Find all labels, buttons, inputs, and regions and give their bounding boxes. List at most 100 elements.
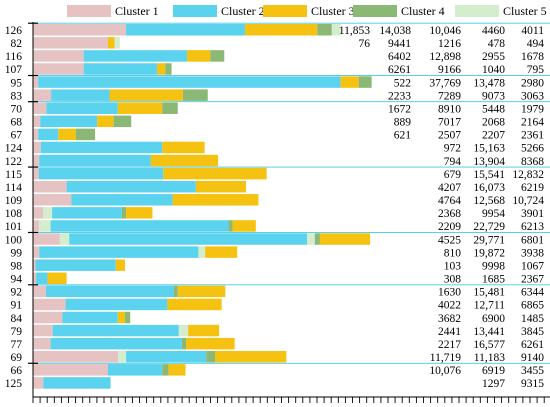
bar-segment	[59, 233, 70, 245]
value-label: 15,481	[473, 287, 505, 299]
value-label: 3938	[521, 247, 544, 259]
value-label: 4022	[438, 300, 461, 312]
value-label: 889	[394, 117, 412, 129]
value-label: 9998	[482, 260, 505, 272]
value-label: 9073	[482, 90, 505, 102]
bar-segment	[126, 351, 207, 363]
bar-segment	[157, 63, 166, 75]
bar-segment	[168, 364, 186, 376]
value-label: 679	[444, 169, 462, 181]
value-label: 4525	[438, 234, 461, 246]
bar-segment	[331, 24, 341, 36]
bar-segment	[33, 154, 40, 167]
bar-segment	[51, 89, 110, 101]
value-label: 9140	[521, 352, 544, 364]
value-label: 13,904	[473, 156, 505, 168]
bar-segment	[33, 50, 84, 62]
bar-segment	[33, 364, 108, 376]
bar-segment	[114, 37, 120, 49]
bar-segment	[33, 351, 119, 363]
value-label: 16,073	[473, 182, 505, 194]
value-labels: 11,853 14,038 10,046 4460 4011 76 9441 1216 478 4…	[339, 25, 544, 390]
row-label: 79	[11, 326, 23, 338]
value-label: 22,729	[473, 221, 505, 233]
value-label: 9441	[388, 38, 411, 50]
bar-segment	[33, 37, 108, 49]
row-label: 107	[5, 64, 23, 76]
value-label: 494	[527, 38, 545, 50]
value-label: 2217	[438, 339, 461, 351]
value-label: 2209	[438, 221, 461, 233]
bar-segment	[188, 324, 220, 337]
bar-segment	[244, 24, 318, 36]
bar-segment	[97, 115, 114, 128]
row-label: 77	[11, 339, 23, 351]
bar-segment	[58, 128, 76, 141]
value-label: 1485	[521, 313, 544, 325]
bar-segment	[38, 76, 341, 88]
bar-segment	[33, 194, 72, 206]
value-label: 15,163	[473, 143, 505, 155]
bar-segment	[117, 311, 126, 324]
value-label: 1685	[482, 274, 505, 286]
value-label: 2368	[438, 208, 461, 220]
value-label: 5266	[521, 143, 544, 155]
bar-segment	[33, 24, 127, 36]
value-label: 4460	[482, 25, 505, 37]
value-label: 2164	[521, 117, 544, 129]
row-label: 95	[11, 77, 23, 89]
row-label: 124	[5, 143, 23, 155]
bar-segment	[232, 220, 256, 232]
bar-segment	[33, 220, 40, 232]
value-label: 6219	[521, 182, 544, 194]
bar-segment	[319, 233, 371, 245]
row-label: 99	[11, 247, 23, 259]
value-label: 794	[444, 156, 462, 168]
value-label: 2361	[521, 130, 544, 142]
value-label: 29,771	[473, 234, 505, 246]
bar-segment	[33, 180, 67, 193]
value-label: 10,046	[429, 25, 461, 37]
value-label: 6900	[482, 313, 505, 325]
bar-segment	[43, 207, 53, 219]
value-label: 308	[444, 274, 462, 286]
bar-segment	[39, 154, 151, 167]
row-label: 116	[5, 51, 22, 63]
bar-segment	[182, 89, 208, 101]
bar-segment	[43, 377, 111, 389]
value-label: 2233	[388, 90, 411, 102]
bar-segment	[187, 50, 211, 62]
bar-segment	[307, 233, 315, 245]
row-label: 100	[5, 234, 23, 246]
bar-segment	[33, 259, 36, 271]
bar-segment	[39, 246, 199, 258]
bar-segment	[181, 337, 187, 350]
value-label: 1678	[521, 51, 544, 63]
value-label: 6919	[482, 365, 505, 377]
legend-label-2: Cluster 2	[221, 4, 265, 18]
value-label: 19,872	[473, 247, 505, 259]
bar-segment	[62, 311, 118, 324]
value-label: 6261	[521, 339, 544, 351]
bar-segment	[314, 233, 320, 245]
bar-segment	[173, 285, 178, 298]
bar-segment	[33, 233, 60, 245]
value-label: 4207	[438, 182, 461, 194]
bar-segment	[33, 272, 37, 285]
value-label: 3901	[521, 208, 544, 220]
bar-segment	[33, 311, 63, 324]
bar-segment	[162, 102, 178, 114]
value-label: 621	[394, 130, 412, 142]
value-label: 3845	[521, 326, 544, 338]
row-label: 67	[11, 130, 23, 142]
bar-segment	[66, 180, 196, 193]
bar-segment	[46, 102, 118, 114]
bar-segment	[317, 24, 332, 36]
legend-label-4: Cluster 4	[401, 4, 445, 18]
axes	[28, 22, 550, 403]
value-label: 5448	[482, 103, 505, 115]
bar-segment	[150, 154, 219, 167]
value-label: 1979	[521, 103, 544, 115]
